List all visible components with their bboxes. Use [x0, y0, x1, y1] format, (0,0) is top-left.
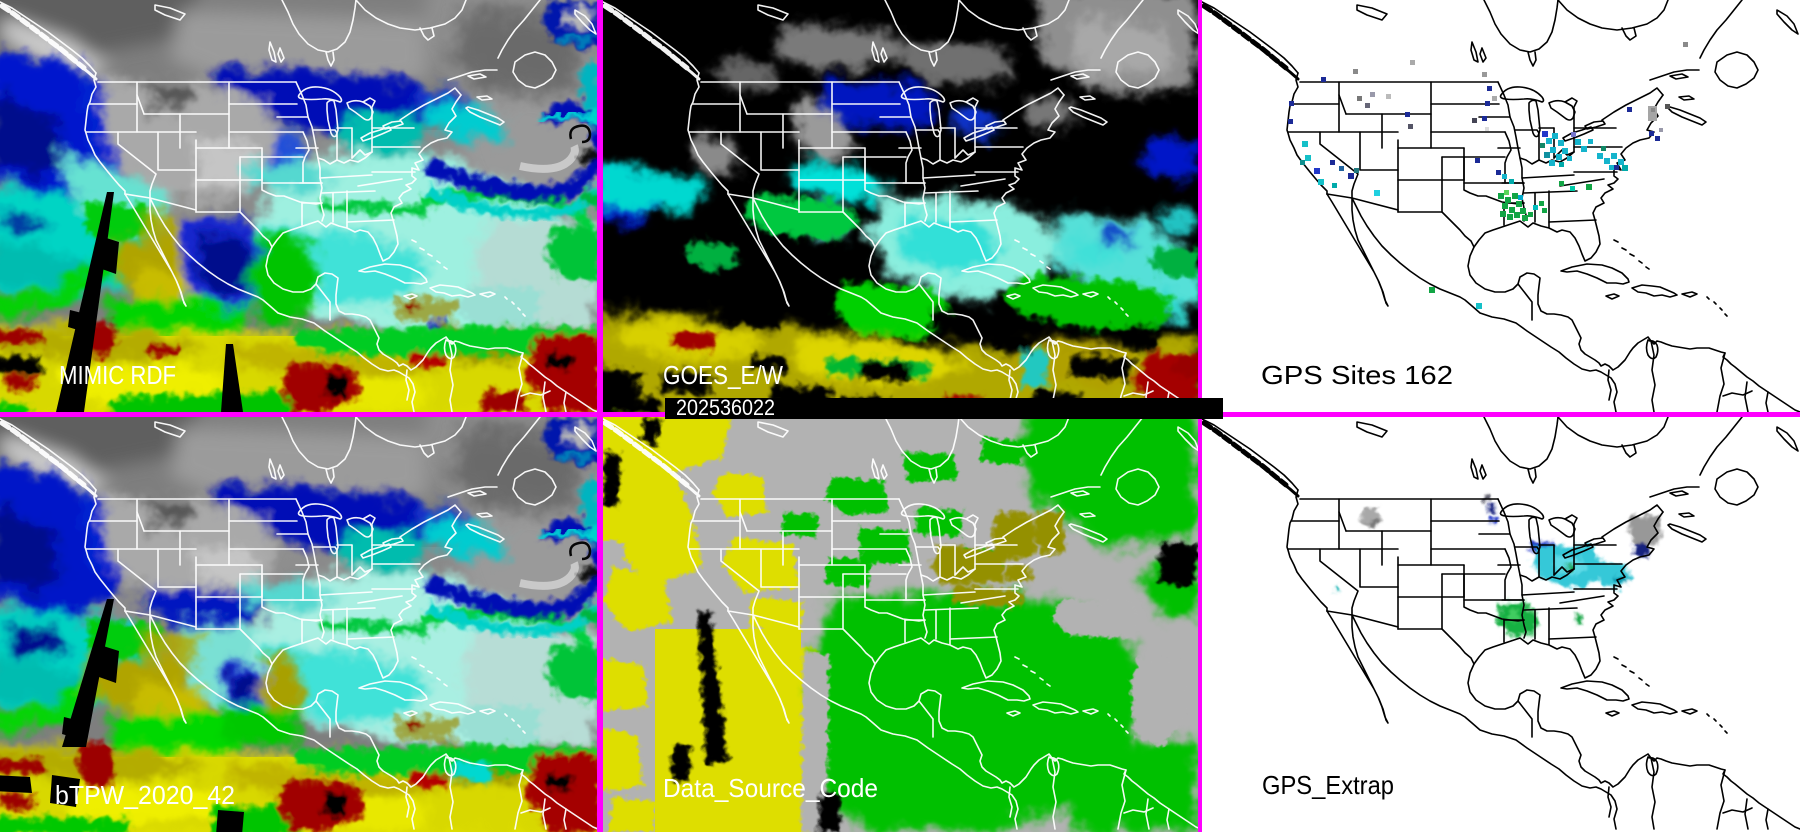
svg-text:MIMIC RDF: MIMIC RDF	[59, 360, 176, 390]
svg-text:GPS Sites 162: GPS Sites 162	[1261, 360, 1453, 390]
svg-text:bTPW_2020_42: bTPW_2020_42	[55, 780, 235, 810]
svg-text:GPS_Extrap: GPS_Extrap	[1262, 770, 1394, 800]
svg-text:Data_Source_Code: Data_Source_Code	[663, 773, 878, 803]
svg-text:202536022: 202536022	[676, 395, 775, 420]
svg-text:GOES_E/W: GOES_E/W	[663, 360, 783, 390]
